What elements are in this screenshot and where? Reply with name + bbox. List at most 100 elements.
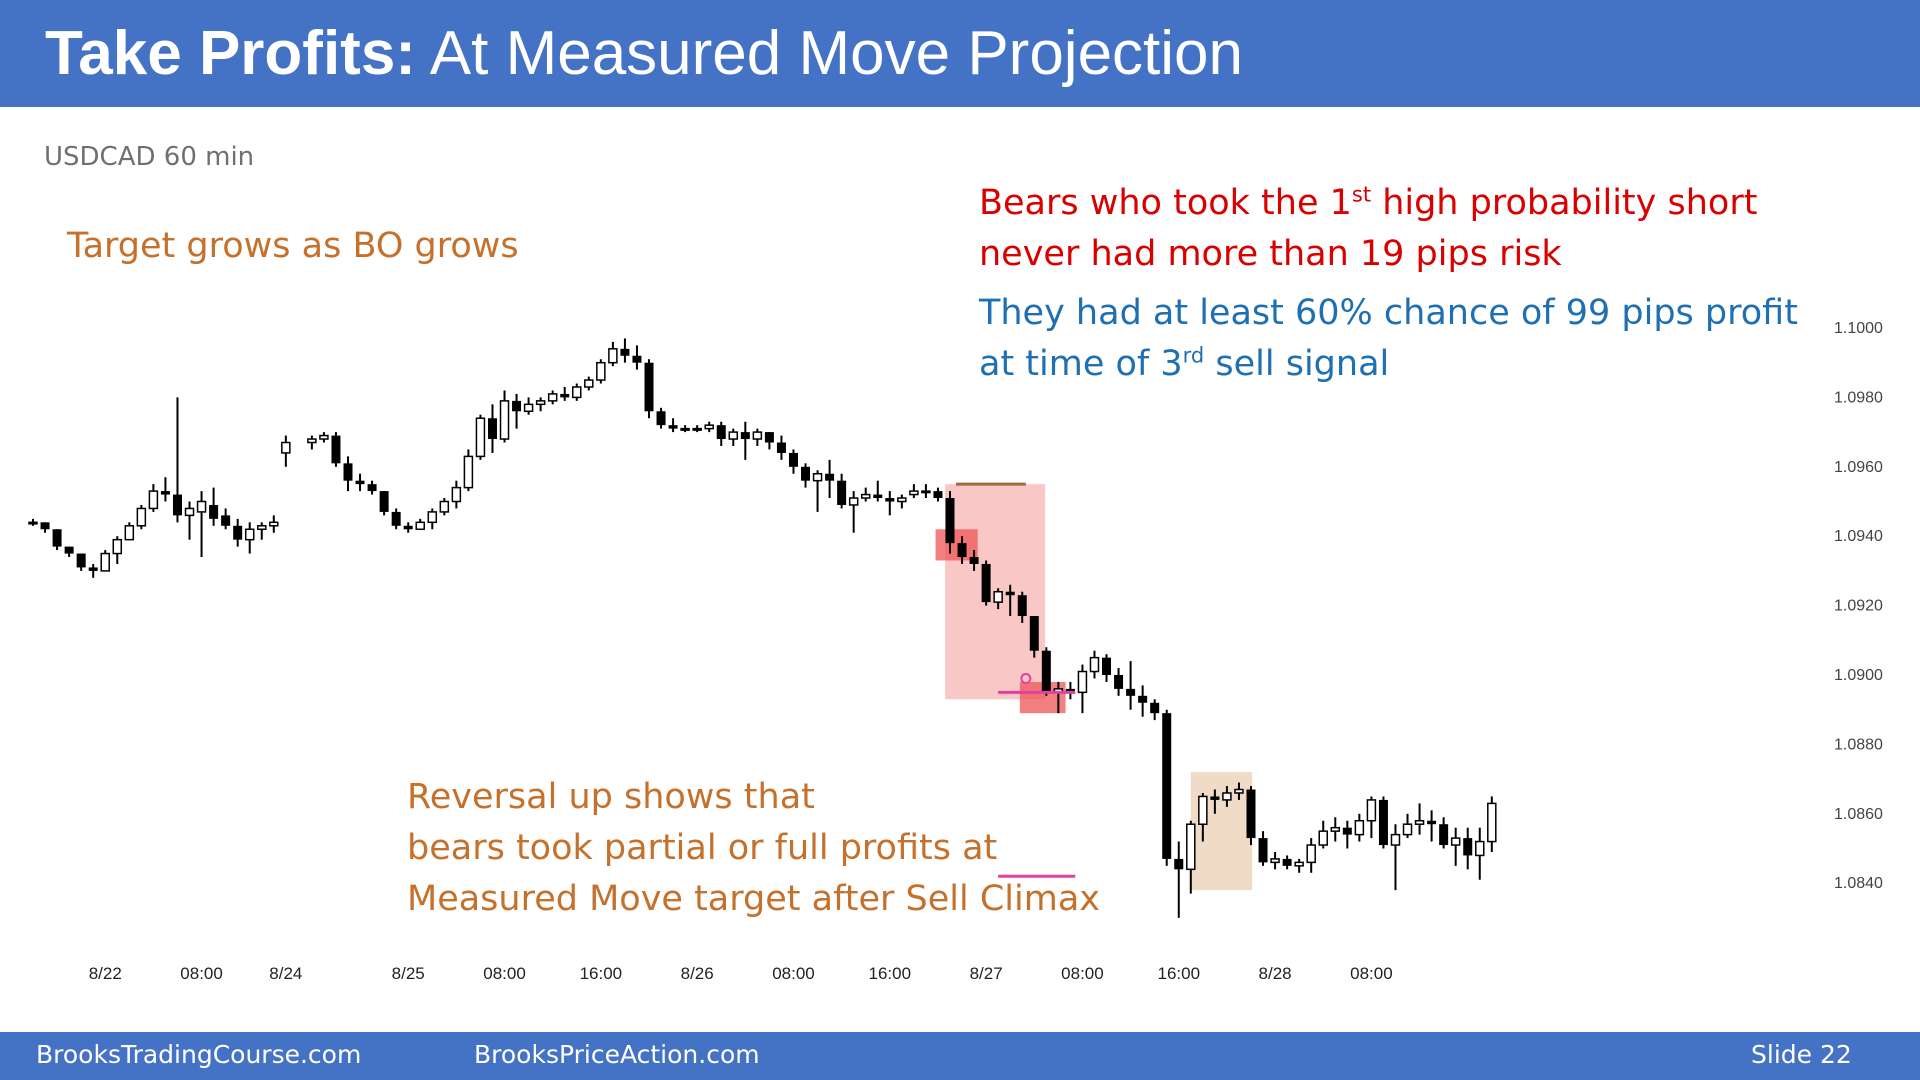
candle — [801, 463, 811, 488]
candle — [451, 480, 462, 509]
x-tick-label: 8/26 — [681, 964, 714, 983]
candle-body-bull — [1330, 826, 1341, 832]
candle — [415, 518, 425, 531]
candle-body-bear — [1427, 820, 1437, 825]
candle — [1306, 838, 1316, 873]
candle — [1126, 661, 1136, 710]
symbol-label: USDCAD 60 min — [44, 142, 255, 172]
candle — [1077, 664, 1088, 714]
candle-body-bull — [1366, 799, 1377, 822]
y-tick-label: 1.0860 — [1834, 806, 1883, 823]
footer-bar: BrooksTradingCourse.com BrooksPriceActio… — [0, 1032, 1920, 1080]
chance-note-line2a: at time of 3 — [979, 344, 1183, 384]
candle — [1414, 803, 1425, 835]
candle — [463, 449, 474, 492]
candle — [209, 487, 219, 526]
bears-note-sup: st — [1351, 182, 1372, 207]
candle — [1234, 782, 1244, 800]
candle — [1354, 813, 1365, 842]
candle-body-bull — [499, 400, 510, 440]
candle-body-bear — [160, 491, 170, 495]
candle — [269, 515, 279, 533]
candle — [1282, 855, 1292, 870]
candle — [764, 432, 774, 450]
candle-body-bear — [1138, 695, 1148, 703]
candle-body-bull — [257, 525, 267, 531]
candle-body-bull — [1198, 795, 1208, 825]
candle — [704, 421, 714, 433]
candle-body-bear — [355, 480, 365, 485]
y-tick-label: 1.0960 — [1834, 459, 1883, 476]
candle — [993, 588, 1003, 610]
candle-body-bull — [307, 438, 317, 444]
candle-body-bear — [1150, 702, 1160, 714]
candle — [244, 522, 255, 554]
candle-body-bear — [825, 473, 835, 481]
candle-body-bear — [776, 442, 786, 453]
candle-body-bear — [1005, 591, 1015, 596]
candle-body-bear — [764, 432, 774, 443]
candle-body-bull — [100, 552, 110, 572]
candle — [1162, 709, 1172, 866]
candle-body-bear — [885, 498, 895, 502]
candle — [343, 456, 353, 492]
candle-body-bull — [572, 386, 582, 399]
candle-body-bull — [993, 590, 1003, 603]
candle — [812, 470, 823, 512]
x-tick-label: 16:00 — [869, 964, 912, 983]
candle-body-bull — [535, 400, 546, 406]
candle — [427, 508, 438, 530]
candle — [752, 428, 763, 446]
candle — [885, 491, 895, 516]
candle — [1318, 820, 1328, 849]
candle-body-bull — [596, 361, 606, 381]
candle-body-bull — [1475, 840, 1485, 857]
candle-body-bull — [921, 490, 931, 494]
chance-note: They had at least 60% chance of 99 pips … — [979, 288, 1798, 390]
slide-title-rest: At Measured Move Projection — [415, 19, 1244, 88]
candle — [644, 359, 654, 419]
candle — [596, 359, 606, 384]
y-axis: 1.1000 1.0980 1.0960 1.0940 1.0920 1.0900 1.08… — [1834, 320, 1883, 892]
candle-body-bear — [1210, 796, 1220, 800]
candle — [897, 494, 907, 509]
candle — [512, 393, 522, 429]
candle — [52, 529, 62, 551]
footer-site-middle[interactable]: BrooksPriceAction.com — [474, 1040, 760, 1069]
candle-body-bull — [269, 521, 279, 527]
candle — [307, 435, 317, 450]
candle — [692, 425, 702, 433]
reversal-note-line1: Reversal up shows that — [407, 777, 815, 817]
candle-body-bear — [331, 435, 341, 464]
candle — [632, 345, 642, 370]
candle — [1089, 650, 1100, 679]
y-tick-label: 1.0900 — [1834, 667, 1883, 684]
candle-body-bull — [1077, 670, 1088, 694]
candle — [1487, 796, 1497, 852]
candle — [100, 550, 110, 572]
candle-body-bear — [716, 425, 726, 440]
candle — [1450, 827, 1461, 866]
candle — [1150, 699, 1160, 721]
candle — [184, 501, 195, 540]
candle-body-bear — [740, 432, 750, 440]
x-tick-label: 08:00 — [772, 964, 815, 983]
footer-site-left[interactable]: BrooksTradingCourse.com — [36, 1040, 362, 1069]
first-signal-highlight — [935, 529, 978, 561]
candle — [367, 480, 377, 495]
candle — [403, 522, 413, 533]
y-tick-label: 1.0940 — [1834, 528, 1883, 545]
candle-body-bull — [680, 427, 690, 431]
candle-body-bull — [909, 490, 919, 496]
candle-body-bull — [112, 538, 123, 555]
candle-body-bear — [367, 484, 377, 492]
x-tick-label: 8/28 — [1259, 964, 1292, 983]
candle-body-bull — [415, 521, 425, 531]
candle-body-bull — [523, 403, 534, 413]
candle-body-bull — [1294, 861, 1304, 867]
candle-body-bear — [391, 511, 401, 526]
candle-body-bear — [837, 480, 847, 505]
candle-body-bear — [969, 557, 979, 564]
candle — [1294, 858, 1304, 873]
candle — [1138, 685, 1148, 717]
